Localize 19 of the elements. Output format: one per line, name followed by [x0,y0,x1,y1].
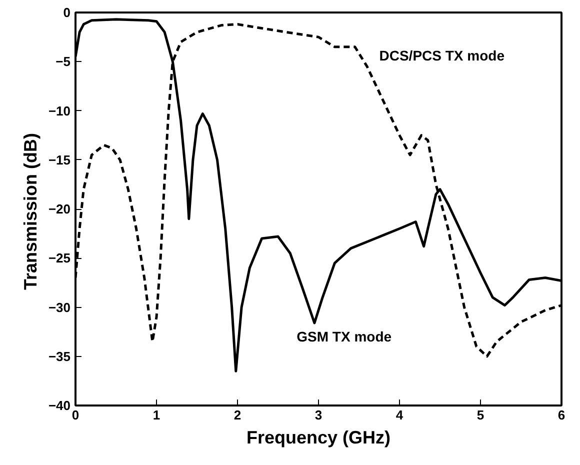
y-tick-label: −10 [48,103,71,118]
y-tick-label: −35 [48,348,71,364]
x-axis-title: Frequency (GHz) [246,428,391,448]
y-tick-label: −20 [48,202,71,216]
series-label: GSM TX mode [296,328,392,345]
y-tick-label: −40 [48,398,71,413]
y-tick-label: −25 [48,250,71,266]
y-tick-label: −5 [56,54,71,70]
series-label: DCS/PCS TX mode [379,48,505,64]
x-tick-label: 4 [396,408,404,422]
y-tick-label: 0 [63,5,71,20]
x-tick-label: 5 [476,408,484,422]
x-tick-label: 2 [234,408,242,422]
x-tick-label: 1 [152,408,160,422]
y-tick-label: −30 [48,300,71,315]
x-tick-label: 3 [314,408,322,422]
y-tick-label: −15 [48,152,71,168]
y-axis-title: Transmission (dB) [20,132,40,290]
x-tick-label: 6 [558,408,566,422]
